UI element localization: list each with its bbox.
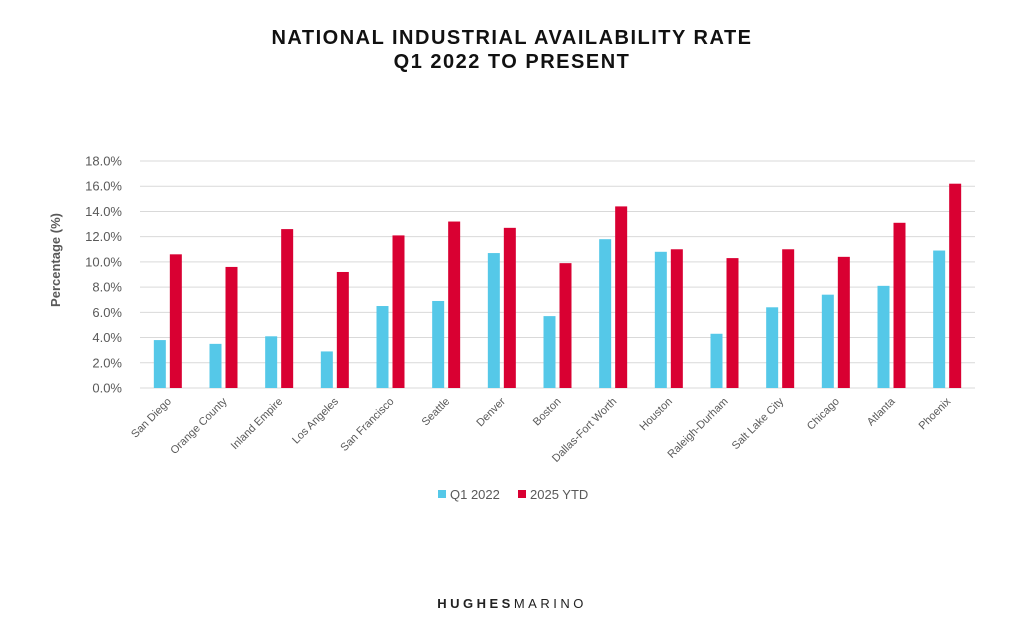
y-tick-label: 8.0% xyxy=(92,280,122,295)
bar-q1-2022 xyxy=(821,294,834,388)
x-tick-label: Orange County xyxy=(168,395,230,457)
x-tick-label: Chicago xyxy=(805,396,842,433)
bar-q1-2022 xyxy=(599,239,612,388)
chart-title-line2: Q1 2022 TO PRESENT xyxy=(393,51,631,73)
bar-2025-ytd xyxy=(726,258,739,388)
x-tick-label: Inland Empire xyxy=(229,396,285,452)
bar-2025-ytd xyxy=(225,266,238,388)
hughes-marino-logo: HUGHESMARINO xyxy=(0,596,1024,611)
bar-q1-2022 xyxy=(432,300,445,388)
bar-2025-ytd xyxy=(281,229,294,388)
x-tick-label: Phoenix xyxy=(917,395,954,432)
bar-q1-2022 xyxy=(320,351,333,388)
chart-title-line1: NATIONAL INDUSTRIAL AVAILABILITY RATE xyxy=(271,27,753,49)
x-tick-label: Seattle xyxy=(420,396,453,429)
legend-label: Q1 2022 xyxy=(450,487,500,502)
bar-q1-2022 xyxy=(766,307,779,388)
x-tick-label: Houston xyxy=(637,396,674,433)
x-tick-label: San Francisco xyxy=(338,396,396,454)
y-tick-label: 16.0% xyxy=(85,179,122,194)
logo-part1: HUGHES xyxy=(437,596,514,611)
bar-q1-2022 xyxy=(710,333,723,388)
x-tick-label: Denver xyxy=(474,395,508,429)
y-tick-label: 18.0% xyxy=(85,154,122,169)
bar-2025-ytd xyxy=(893,222,906,388)
bar-2025-ytd xyxy=(615,206,628,388)
bar-q1-2022 xyxy=(265,336,278,388)
bar-2025-ytd xyxy=(169,254,182,388)
bar-q1-2022 xyxy=(153,340,166,388)
bar-q1-2022 xyxy=(543,316,556,388)
bar-2025-ytd xyxy=(503,227,516,388)
x-tick-label: Atlanta xyxy=(865,395,898,428)
x-tick-label: San Diego xyxy=(129,396,174,441)
bar-2025-ytd xyxy=(837,256,850,388)
y-tick-label: 10.0% xyxy=(85,254,122,269)
bar-q1-2022 xyxy=(654,251,667,388)
bar-2025-ytd xyxy=(448,221,461,388)
y-tick-label: 0.0% xyxy=(92,381,122,396)
bar-q1-2022 xyxy=(209,343,222,388)
bar-2025-ytd xyxy=(782,249,795,388)
y-tick-label: 4.0% xyxy=(92,330,122,345)
bar-2025-ytd xyxy=(559,263,572,388)
x-tick-label: Los Angeles xyxy=(290,395,341,446)
legend-swatch xyxy=(438,490,446,498)
y-tick-label: 2.0% xyxy=(92,355,122,370)
bar-2025-ytd xyxy=(949,183,962,388)
bar-q1-2022 xyxy=(487,253,500,388)
y-tick-label: 12.0% xyxy=(85,229,122,244)
logo-part2: MARINO xyxy=(513,596,587,611)
bar-q1-2022 xyxy=(376,306,389,388)
x-tick-label: Raleigh-Durham xyxy=(666,396,731,461)
bar-q1-2022 xyxy=(933,250,946,388)
x-tick-label: Salt Lake City xyxy=(730,395,787,452)
x-tick-label: Boston xyxy=(531,396,564,429)
y-tick-label: 6.0% xyxy=(92,305,122,320)
chart-title: NATIONAL INDUSTRIAL AVAILABILITY RATE Q1… xyxy=(0,26,1024,74)
bar-2025-ytd xyxy=(670,249,683,388)
y-axis-label: Percentage (%) xyxy=(48,213,63,307)
legend-swatch xyxy=(518,490,526,498)
bar-q1-2022 xyxy=(877,285,890,388)
y-tick-label: 14.0% xyxy=(85,204,122,219)
bar-2025-ytd xyxy=(392,235,405,388)
legend-label: 2025 YTD xyxy=(530,487,588,502)
bar-2025-ytd xyxy=(336,271,349,388)
